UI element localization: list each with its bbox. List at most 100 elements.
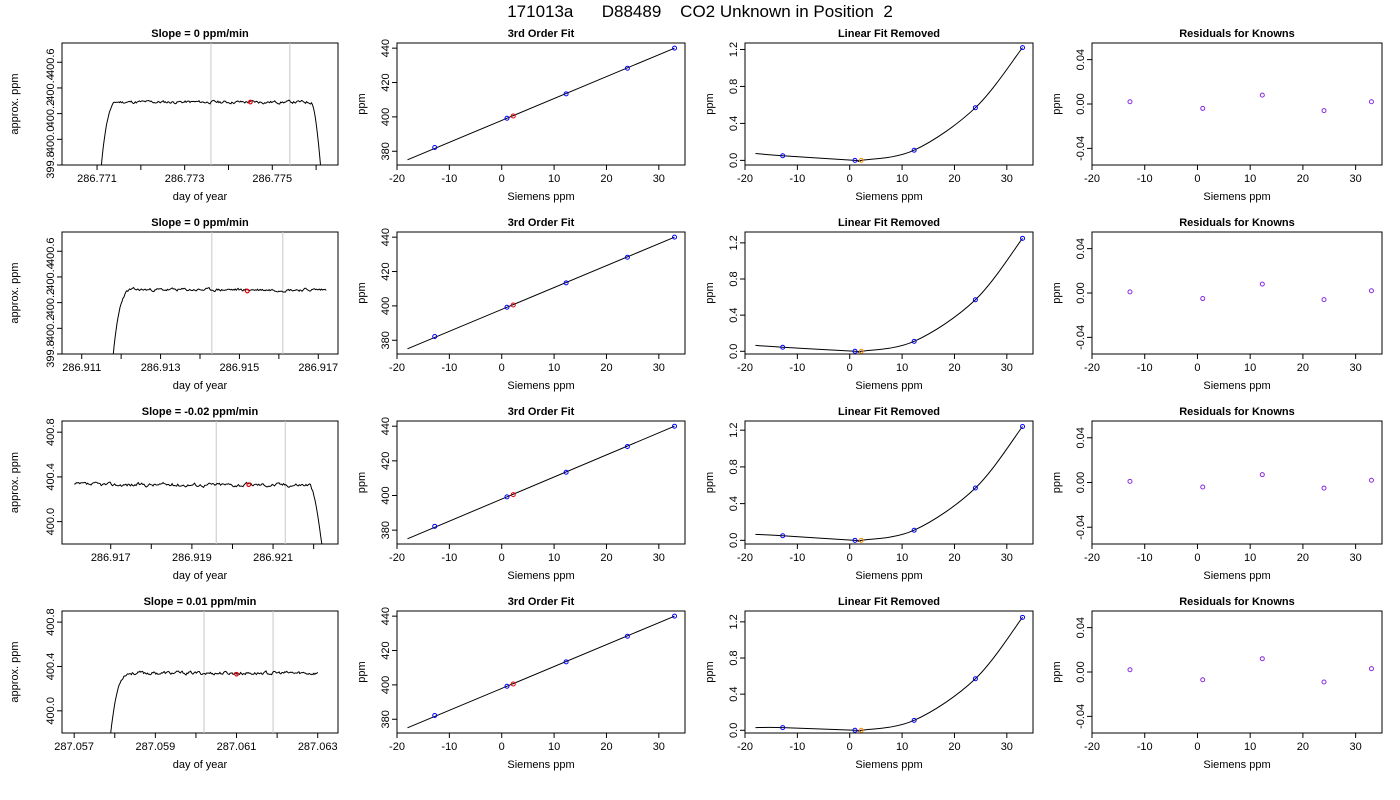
panel-title: Linear Fit Removed: [838, 217, 940, 229]
fit-line: [407, 236, 675, 350]
known-point: [911, 527, 917, 533]
x-tick-label: 0: [847, 173, 853, 185]
y-tick-label: 0.04: [1075, 427, 1087, 448]
x-tick-label: 30: [1001, 173, 1013, 185]
x-tick-label: -20: [389, 173, 405, 185]
panel-title: 3rd Order Fit: [508, 406, 575, 418]
known-point: [1127, 667, 1133, 673]
known-point: [1020, 235, 1026, 241]
known-point: [504, 304, 510, 310]
panel-r3-c2: Linear Fit Removed -20 -10 0 10 20 30 0.0 0.4 0.8…: [704, 596, 1034, 771]
x-axis-label: Siemens ppm: [1203, 191, 1270, 203]
y-tick-label: 1.2: [728, 614, 740, 629]
known-point: [972, 676, 978, 682]
fit-line: [407, 425, 675, 540]
fit-curve: [755, 617, 1023, 732]
data-layer: [755, 614, 1026, 733]
figure-title: 171013a D88489 CO2 Unknown in Position 2: [507, 2, 893, 21]
known-point: [563, 91, 569, 97]
panel-title: Slope = 0 ppm/min: [151, 28, 249, 40]
x-tick-label: 10: [1244, 173, 1256, 185]
fit-curve: [755, 426, 1023, 542]
known-point: [563, 280, 569, 286]
panel-title: Residuals for Knowns: [1179, 28, 1295, 40]
x-tick-label: 286.917: [298, 362, 338, 374]
x-tick-label: -10: [1137, 362, 1153, 374]
x-tick-label: 10: [896, 362, 908, 374]
x-tick-label: 286.771: [77, 173, 117, 185]
plot-frame: [1091, 610, 1383, 734]
y-tick-label: 0.00: [1075, 93, 1087, 114]
x-tick-label: -20: [1084, 173, 1100, 185]
mean-marker: [246, 482, 252, 488]
x-tick-label: 286.775: [252, 173, 292, 185]
x-tick-label: 10: [896, 741, 908, 753]
x-tick-label: 287.057: [54, 741, 94, 753]
x-tick-label: 20: [1297, 741, 1309, 753]
x-tick-label: 286.913: [141, 362, 181, 374]
unknown-point: [510, 681, 516, 687]
y-tick-label: 400.6: [45, 48, 57, 76]
known-point: [780, 153, 786, 159]
y-tick-label: -0.04: [1075, 515, 1087, 540]
data-layer: [1127, 281, 1374, 303]
x-tick-label: 30: [1350, 552, 1362, 564]
known-point: [624, 254, 630, 260]
data-layer: [755, 424, 1026, 543]
known-point: [1259, 472, 1265, 478]
x-tick-label: 30: [1001, 741, 1013, 753]
panel-r2-c1: 3rd Order Fit -20 -10 0 10 20 30 380 400 420 440 Si…: [356, 406, 686, 582]
x-tick-label: -10: [789, 741, 805, 753]
y-axis-label: ppm: [1051, 661, 1063, 682]
x-axis-label: Siemens ppm: [855, 570, 922, 582]
known-point: [504, 683, 510, 689]
x-tick-label: 0: [1194, 741, 1200, 753]
ppm-trace: [112, 286, 327, 354]
known-point: [911, 147, 917, 153]
y-tick-label: 0.4: [728, 116, 740, 131]
x-tick-label: 10: [1244, 552, 1256, 564]
x-tick-label: 286.921: [253, 552, 293, 564]
plot-frame: [396, 610, 686, 734]
panel-r1-c3: Residuals for Knowns -20 -10 0 10 20 30 -0.04 0.…: [1051, 217, 1383, 392]
y-tick-label: 400: [380, 108, 392, 126]
known-point: [1259, 281, 1265, 287]
x-axis-label: day of year: [173, 380, 228, 392]
plot-frame: [1091, 42, 1383, 166]
y-tick-label: 0.0: [728, 533, 740, 548]
x-axis-label: Siemens ppm: [1203, 759, 1270, 771]
y-tick-label: 0.4: [728, 496, 740, 511]
y-tick-label: 0.00: [1075, 472, 1087, 493]
x-tick-label: 30: [653, 741, 665, 753]
known-point: [1259, 92, 1265, 98]
x-tick-label: 0: [499, 173, 505, 185]
y-tick-label: 0.00: [1075, 282, 1087, 303]
panel-r2-c2: Linear Fit Removed -20 -10 0 10 20 30 0.0 0.4 0.8…: [704, 406, 1034, 582]
panel-r0-c2: Linear Fit Removed -20 -10 0 10 20 30 0.0 0.4 0.8…: [704, 28, 1034, 203]
x-tick-label: -10: [441, 173, 457, 185]
data-layer: [74, 421, 323, 544]
plot-frame: [1091, 420, 1383, 545]
y-tick-label: 400.4: [45, 263, 57, 291]
x-tick-label: 0: [499, 741, 505, 753]
known-point: [972, 105, 978, 111]
y-axis-label: approx. ppm: [9, 73, 21, 134]
y-tick-label: 0.0: [728, 723, 740, 738]
x-tick-label: 10: [1244, 362, 1256, 374]
mean-marker: [234, 671, 239, 677]
x-tick-label: -10: [441, 362, 457, 374]
panel-r2-c0: Slope = -0.02 ppm/min 286.917 286.919 286.9…: [9, 406, 339, 582]
plot-frame: [396, 420, 686, 545]
known-point: [672, 234, 678, 240]
x-tick-label: 0: [499, 552, 505, 564]
known-point: [1200, 105, 1206, 111]
x-tick-label: 0: [1194, 552, 1200, 564]
known-point: [1368, 99, 1374, 105]
x-tick-label: 0: [1194, 362, 1200, 374]
panel-title: Slope = 0 ppm/min: [151, 217, 249, 229]
x-tick-label: 10: [896, 173, 908, 185]
y-axis-label: ppm: [1051, 472, 1063, 493]
x-tick-label: 20: [1297, 552, 1309, 564]
plot-frame: [1091, 231, 1383, 355]
known-point: [972, 297, 978, 303]
